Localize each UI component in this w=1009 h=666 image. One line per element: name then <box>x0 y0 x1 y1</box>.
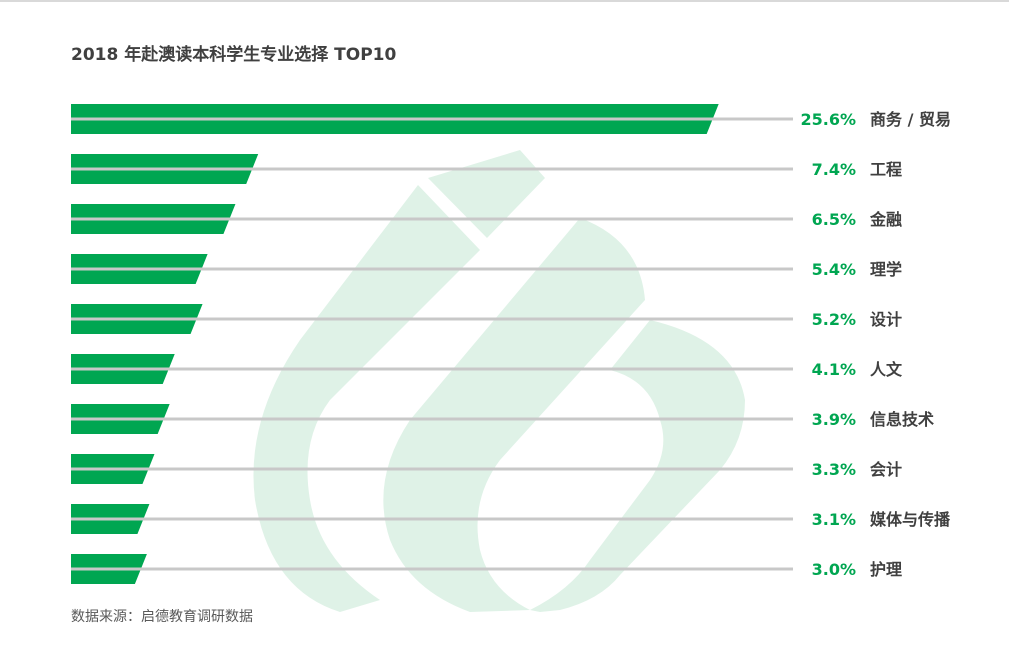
bar-row: 3.0% 护理 <box>71 554 902 584</box>
bar-row: 5.4% 理学 <box>71 254 902 284</box>
category-label: 信息技术 <box>870 410 934 429</box>
watermark-logo <box>253 150 745 612</box>
value-label: 5.4% <box>812 260 856 279</box>
bar-row: 3.1% 媒体与传播 <box>71 504 951 534</box>
value-label: 25.6% <box>800 110 856 129</box>
bar <box>71 504 150 534</box>
category-label: 金融 <box>869 210 902 229</box>
bar <box>71 204 236 234</box>
value-label: 3.3% <box>812 460 856 479</box>
value-label: 6.5% <box>812 210 856 229</box>
top-divider <box>0 0 1009 2</box>
category-label: 会计 <box>870 460 902 479</box>
bar-row: 5.2% 设计 <box>71 304 902 334</box>
value-label: 3.0% <box>812 560 856 579</box>
bar <box>71 554 147 584</box>
value-label: 5.2% <box>812 310 856 329</box>
bar <box>71 254 208 284</box>
category-label: 媒体与传播 <box>870 510 951 529</box>
bar-row: 6.5% 金融 <box>71 204 902 234</box>
category-label: 工程 <box>870 160 902 179</box>
bar-row: 3.3% 会计 <box>71 454 902 484</box>
bar-row: 3.9% 信息技术 <box>71 404 934 434</box>
chart-title: 2018 年赴澳读本科学生专业选择 TOP10 <box>71 45 397 65</box>
bar-row: 4.1% 人文 <box>71 354 903 384</box>
category-label: 人文 <box>870 360 903 379</box>
value-label: 3.9% <box>812 410 856 429</box>
value-label: 7.4% <box>812 160 856 179</box>
bar-row: 7.4% 工程 <box>71 154 902 184</box>
category-label: 护理 <box>870 560 902 579</box>
value-label: 4.1% <box>812 360 856 379</box>
data-source-note: 数据来源：启德教育调研数据 <box>71 609 253 625</box>
bar <box>71 304 203 334</box>
value-label: 3.1% <box>812 510 856 529</box>
bar <box>71 354 175 384</box>
bar <box>71 404 170 434</box>
bar <box>71 154 259 184</box>
category-label: 理学 <box>870 260 902 279</box>
bar-row: 25.6% 商务 / 贸易 <box>71 104 951 134</box>
bar <box>71 454 155 484</box>
category-label: 商务 / 贸易 <box>870 110 951 129</box>
bar <box>71 104 719 134</box>
category-label: 设计 <box>870 310 902 329</box>
